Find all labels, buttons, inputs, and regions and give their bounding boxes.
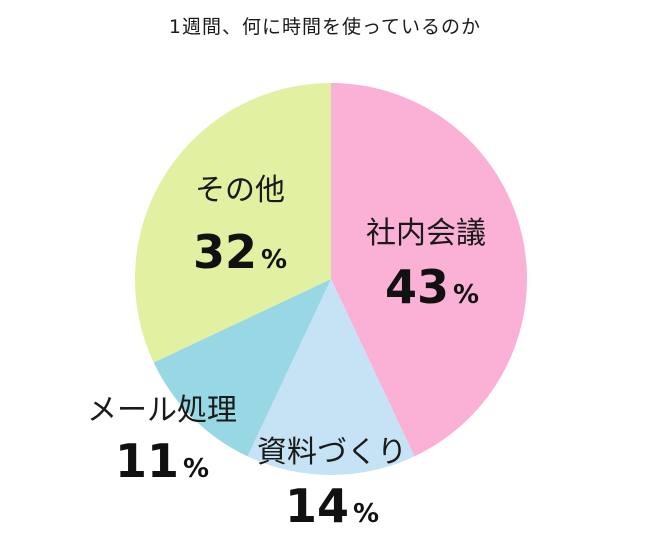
pie-labels: 社内会議 43 % 資料づくり 14 % メール処理 11 % その他 32% — [87, 173, 486, 533]
slice-value-label: 14% — [285, 479, 379, 533]
slice-label: 資料づくり — [257, 435, 407, 470]
slice-value-label: 11% — [115, 434, 209, 488]
slice-value-label: 32% — [193, 225, 287, 279]
pie-slices — [135, 83, 527, 475]
pie-slice — [153, 279, 331, 457]
pie-slice — [247, 279, 415, 475]
slice-label: その他 — [195, 173, 285, 208]
slice-label: 社内会議 — [366, 216, 486, 251]
slice-value-label: 43% — [385, 260, 479, 314]
slice-label: メール処理 — [87, 393, 237, 428]
chart-title: 1週間、何に時間を使っているのか — [168, 16, 482, 38]
pie-slice — [135, 83, 331, 363]
pie-slice — [331, 83, 527, 457]
